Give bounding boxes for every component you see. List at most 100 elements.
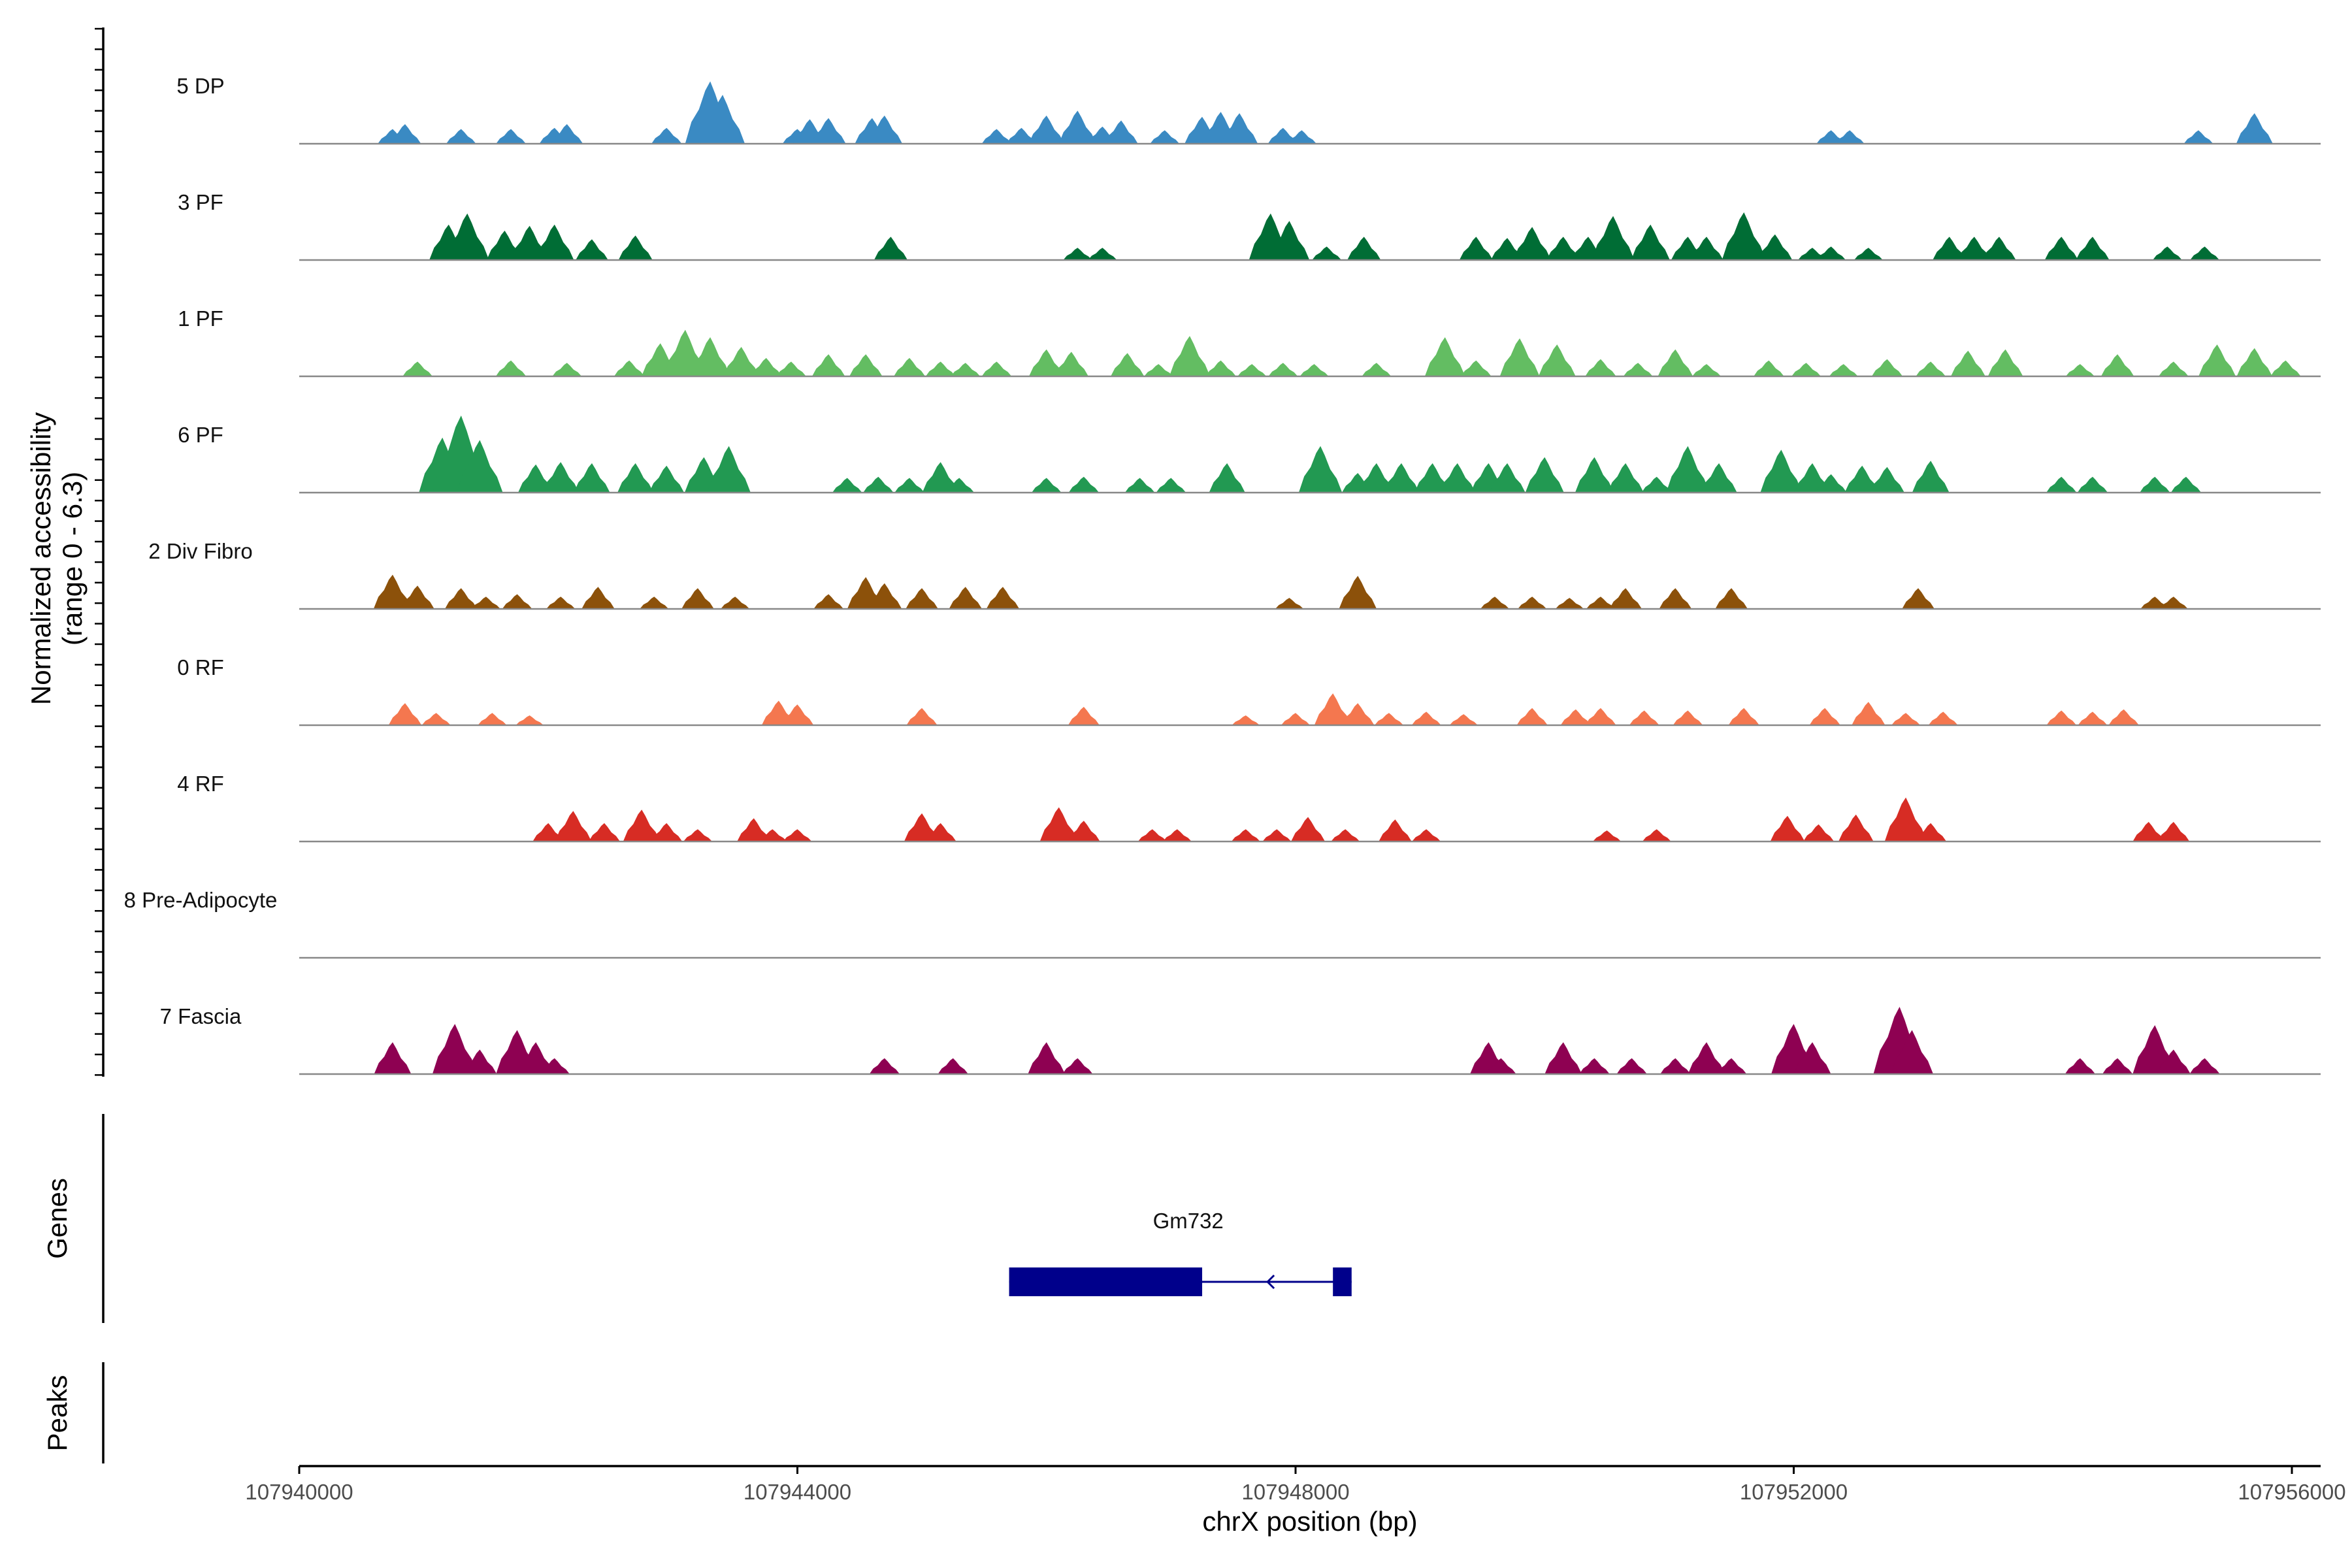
coverage-peak [1411,711,1441,725]
coverage-peak [2190,246,2219,260]
coverage-peak [1006,127,1037,144]
coverage-peak [1058,110,1097,144]
coverage-peak [1793,1042,1831,1074]
coverage-peak [2236,348,2272,376]
coverage-peak [2189,1058,2220,1074]
coverage-peak [1088,248,1117,260]
coverage-peak [1068,821,1100,841]
coverage-peak [446,129,476,144]
coverage-peak [552,363,582,376]
coverage-peak [700,95,745,144]
coverage-peak [1607,463,1644,493]
coverage-peak [1623,363,1653,376]
coverage-peak [1383,463,1420,493]
coverage-peak [863,476,894,493]
coverage-peak [721,596,750,609]
coverage-peak [2140,476,2170,493]
coverage-peak [2077,476,2108,493]
coverage-peak [1461,360,1492,376]
coverage-peak [555,811,592,841]
coverage-peak [2198,344,2236,376]
coverage-peak [651,127,682,144]
coverage-peak [1690,237,1723,260]
coverage-peak [1579,1058,1610,1074]
coverage-peak [1490,238,1524,260]
accessibility-axis [95,27,105,1077]
coverage-peak [707,446,751,493]
track-label: 5 DP [176,74,224,98]
coverage-peak [894,478,924,493]
x-tick-label: 107952000 [1740,1480,1848,1504]
coverage-peak [1871,359,1903,376]
coverage-peak [1137,829,1167,841]
coverage-peak [478,713,507,725]
coverage-peak [1641,476,1672,493]
coverage-peak [1028,1042,1066,1074]
coverage-peak [986,587,1020,609]
gene-exon [1009,1267,1203,1296]
coverage-peak [581,587,615,609]
coverage-peak [723,347,760,376]
x-tick-label: 107948000 [1241,1480,1349,1504]
coverage-peak [1728,708,1759,725]
coverage-peak [1516,708,1548,725]
coverage-peak [546,596,576,609]
coverage-peak [1544,1042,1582,1074]
coverage-peak [1269,221,1310,260]
coverage-peak [1816,246,1846,260]
coverage-peak [1701,463,1737,493]
gene-model: Gm732 [1009,1209,1352,1296]
coverage-peak [1262,829,1292,841]
coverage-peak [1770,815,1805,841]
coverage-peak [1029,349,1064,376]
coverage-peak [1068,706,1100,725]
coverage-peak [1439,463,1476,493]
coverage-peak [832,478,862,493]
coverage-peak [776,361,806,376]
coverage-peak [2236,113,2273,144]
coverage-peak [1538,344,1576,376]
coverage-peak [2076,237,2110,260]
coverage-peak [517,1042,555,1074]
coverage-peak [737,818,771,841]
coverage-peak [457,440,503,493]
track-label: 3 PF [178,190,223,214]
coverage-track: 3 PF [178,190,2321,261]
coverage-peak [1593,830,1622,841]
coverage-peak [1829,364,1858,376]
coverage-peak [1592,216,1635,260]
coverage-peak [1063,248,1092,260]
coverage-peak [2156,1049,2191,1074]
y-axis-label: Normalized accessibility [25,412,56,705]
coverage-peak [1884,797,1927,841]
coverage-peak [1631,224,1670,260]
coverage-peak [2102,1058,2133,1074]
coverage-peak [1169,336,1211,376]
coverage-track: 1 PF [178,306,2321,378]
coverage-track: 0 RF [177,655,2321,727]
coverage-peak [1232,715,1260,725]
coverage-track: 5 DP [176,74,2321,145]
coverage-peak [1902,588,1935,609]
coverage-peak [1575,457,1614,493]
coverage-peak [496,129,526,144]
coverage-peak [374,1042,412,1074]
track-label: 2 Div Fibro [148,539,253,563]
coverage-peak [683,829,712,841]
coverage-peak [539,1058,570,1074]
coverage-peak [1915,823,1947,841]
coverage-peak [1870,466,1904,493]
peaks-track-label: Peaks [42,1375,73,1452]
gene-models: Gm732 [1009,1209,1352,1296]
coverage-peak [1809,708,1840,725]
coverage-peak [1339,576,1377,609]
coverage-peak [1852,702,1886,725]
coverage-peak [1546,237,1580,260]
coverage-peak [1489,463,1526,493]
track-label: 1 PF [178,306,223,331]
peaks-track: Peaks [42,1362,105,1463]
coverage-peak [1513,227,1551,260]
coverage-peak [922,462,959,493]
coverage-peak [1757,234,1793,260]
coverage-peak [2183,130,2213,144]
